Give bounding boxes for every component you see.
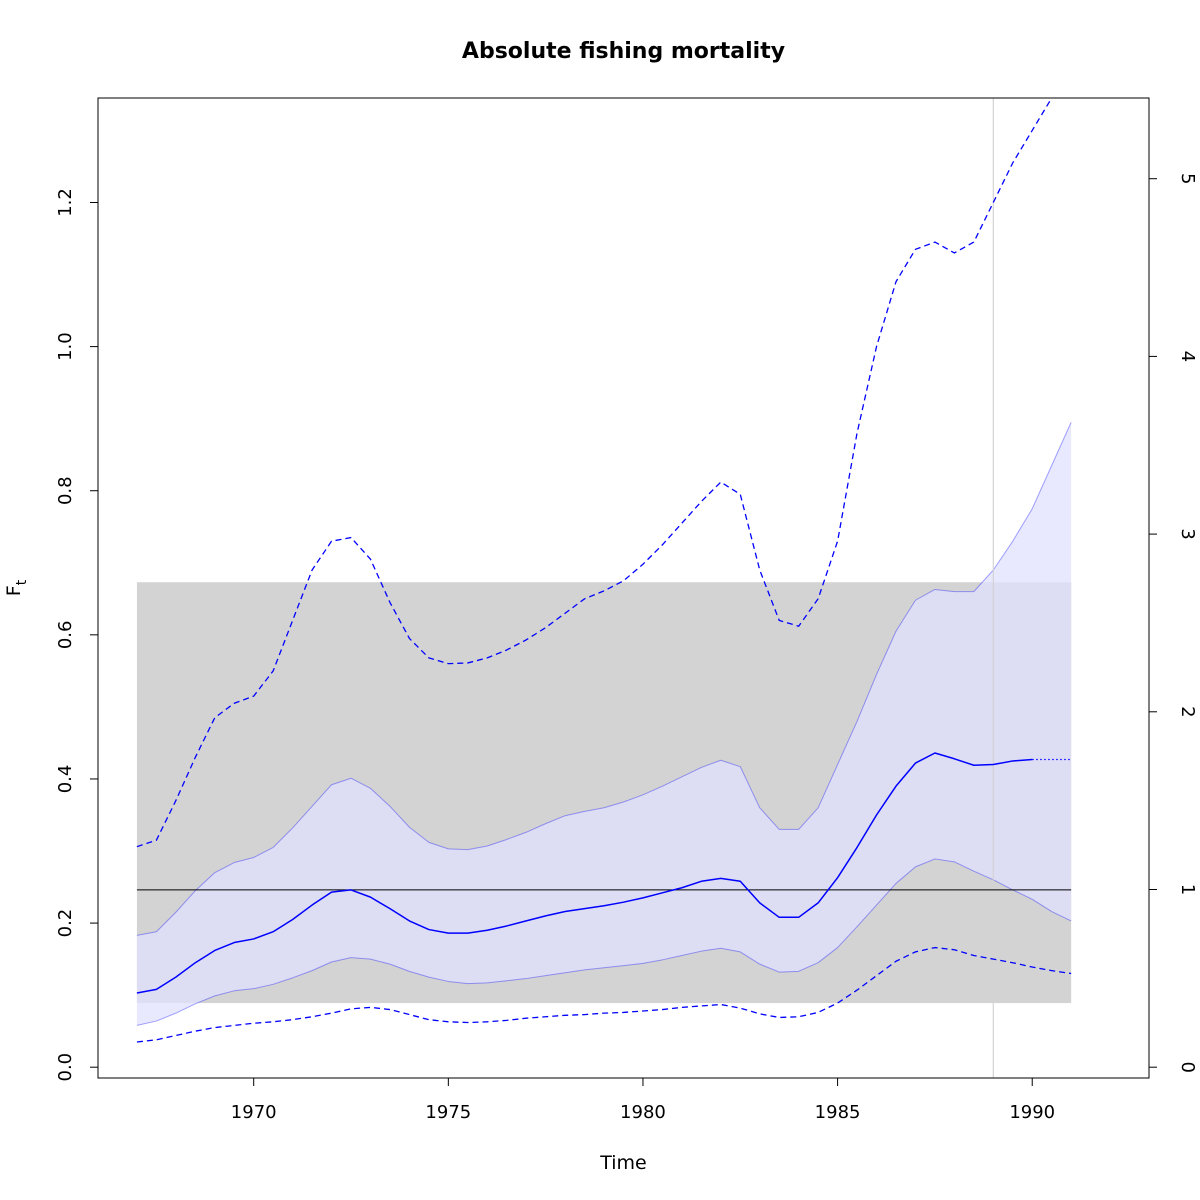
y-axis-title-main: F	[3, 585, 25, 596]
confidence-band	[136, 422, 1072, 1026]
plot-area	[136, 98, 1072, 1078]
right-tick-label: 3	[1177, 528, 1198, 539]
x-tick-label: 1980	[620, 1102, 666, 1123]
y-tick-label: 0.6	[55, 621, 76, 650]
plot-frame	[97, 97, 1150, 1079]
y-tick-label: 1.2	[55, 188, 76, 217]
axes: 1970 1975 1980 1985 1990 0.0 0.2 0.4 0.6 0.8 1.0 1.…	[55, 173, 1198, 1123]
x-tick-label: 1985	[815, 1102, 861, 1123]
y-tick-label: 0.0	[55, 1053, 76, 1082]
right-tick-label: 4	[1177, 351, 1198, 362]
y-axis-title: Ft	[3, 579, 30, 596]
right-tick-label: 2	[1177, 706, 1198, 717]
x-tick-label: 1970	[231, 1102, 277, 1123]
right-tick-label: 5	[1177, 173, 1198, 184]
x-axis-title: Time	[599, 1152, 647, 1174]
y-tick-label: 1.0	[55, 332, 76, 361]
y-tick-label: 0.8	[55, 476, 76, 505]
ci-upper-line	[136, 422, 1072, 936]
y-axis-title-subscript: t	[14, 579, 30, 585]
y-tick-label: 0.2	[55, 909, 76, 938]
x-tick-label: 1990	[1009, 1102, 1055, 1123]
estimate-line	[136, 752, 1033, 994]
chart-title: Absolute fishing mortality	[462, 39, 785, 64]
y-tick-label: 0.4	[55, 765, 76, 794]
right-tick-label: 0	[1177, 1061, 1198, 1072]
lower-dashed-line	[136, 946, 1072, 1043]
right-tick-label: 1	[1177, 884, 1198, 895]
x-tick-label: 1975	[425, 1102, 471, 1123]
upper-dashed-line	[136, 98, 1053, 848]
ci-lower-line	[136, 858, 1072, 1026]
